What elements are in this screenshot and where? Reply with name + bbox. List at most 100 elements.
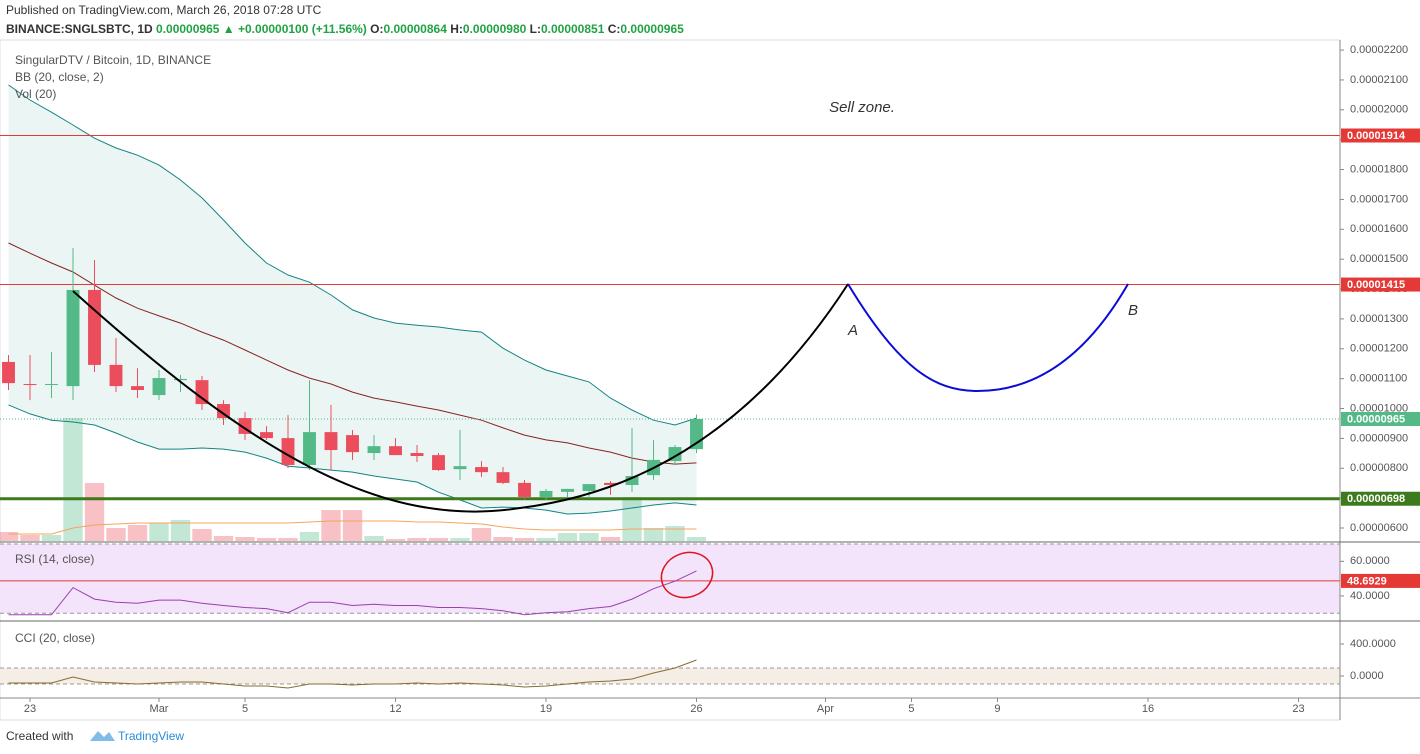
last-price: 0.00000965 xyxy=(156,22,220,36)
volume-ma xyxy=(8,520,697,535)
bb-lower xyxy=(8,404,697,515)
volume-bar xyxy=(256,538,277,541)
volume-bar xyxy=(493,537,513,541)
candle-body xyxy=(303,432,316,465)
volume-bar xyxy=(235,537,255,541)
volume-bar xyxy=(299,532,320,541)
x-tick-label: Mar xyxy=(150,703,169,715)
volume-bar xyxy=(192,529,212,541)
volume-bar xyxy=(321,510,341,541)
volume-bar xyxy=(213,536,234,541)
ohlc-value: 0.00000965 xyxy=(620,22,684,36)
price-tag-box xyxy=(1341,411,1420,426)
y-tick-label: 0.00000600 xyxy=(1350,522,1408,534)
y-tick-label: 0.00000900 xyxy=(1350,432,1408,444)
candle-body xyxy=(539,490,553,497)
drawn-ellipse xyxy=(660,551,714,599)
price-tag: 0.00000965 xyxy=(1347,413,1405,425)
y-tick-label: 0.00002000 xyxy=(1350,104,1408,116)
indicator-line xyxy=(8,570,697,616)
volume-bar xyxy=(450,538,470,541)
candle-body xyxy=(582,484,596,491)
x-tick-label: 23 xyxy=(1292,703,1304,715)
drawn-curve xyxy=(72,283,849,513)
volume-bar xyxy=(127,525,148,541)
price-tag-box xyxy=(1341,128,1420,143)
level-tag: 48.6929 xyxy=(1347,575,1387,587)
change: +0.00000100 (+11.56%) xyxy=(238,22,367,36)
price-tag-box xyxy=(1341,491,1420,506)
price-tag: 0.00000698 xyxy=(1347,493,1405,505)
volume-bar xyxy=(364,536,384,541)
annotation: A xyxy=(847,322,858,339)
price-tag: 0.00001914 xyxy=(1347,130,1406,142)
bb-fill xyxy=(8,85,697,514)
price-tag-box xyxy=(1341,277,1420,292)
y-tick-label: 0.00000800 xyxy=(1350,462,1408,474)
y-tick-label: 400.0000 xyxy=(1350,638,1396,650)
y-tick-label: 0.00001000 xyxy=(1350,402,1408,414)
level-tag-box xyxy=(1341,573,1420,588)
candle-body xyxy=(625,476,639,485)
direction: ▲ xyxy=(223,22,235,36)
ohlc-value: 0.00000851 xyxy=(541,22,605,36)
volume-bar xyxy=(622,497,642,541)
candle-body xyxy=(23,384,37,386)
ohlc-label: L: xyxy=(530,22,541,36)
x-tick-label: 12 xyxy=(389,703,401,715)
volume-bar xyxy=(428,538,449,541)
volume-bar xyxy=(63,418,83,541)
ohlc-value: 0.00000864 xyxy=(383,22,447,36)
volume-bar xyxy=(514,538,535,541)
y-tick-label: 40.0000 xyxy=(1350,590,1390,602)
brand-name[interactable]: TradingView xyxy=(118,729,184,743)
y-tick-label: 0.00002200 xyxy=(1350,44,1408,56)
candle-body xyxy=(66,289,80,387)
y-tick-label: 60.0000 xyxy=(1350,555,1390,567)
candle-body xyxy=(346,435,359,453)
volume-bar xyxy=(536,538,556,541)
volume-bar xyxy=(41,535,62,541)
volume-bar xyxy=(170,520,191,541)
y-tick-label: 0.00001500 xyxy=(1350,253,1408,265)
y-tick-label: 0.00001800 xyxy=(1350,163,1408,175)
x-tick-label: 23 xyxy=(24,703,36,715)
candle-body xyxy=(475,467,488,473)
x-tick-label: 19 xyxy=(540,703,552,715)
candle-body xyxy=(518,482,531,497)
footer-text: Created with xyxy=(6,729,73,743)
candle-body xyxy=(281,438,295,465)
published-note: Published on TradingView.com, March 26, … xyxy=(6,3,322,17)
candle-body xyxy=(260,432,273,439)
volume-bar xyxy=(385,539,406,541)
indicator-legend: CCI (20, close) xyxy=(15,631,95,645)
y-tick-label: 0.00002100 xyxy=(1350,74,1408,86)
volume-bar xyxy=(665,526,685,541)
y-tick-label: 0.0000 xyxy=(1350,670,1384,682)
band-fill xyxy=(0,544,1340,614)
candle-body xyxy=(324,432,338,451)
x-tick-label: 5 xyxy=(242,703,248,715)
volume-bar xyxy=(579,533,599,541)
bb-basis xyxy=(8,242,697,465)
y-tick-label: 0.00001300 xyxy=(1350,313,1408,325)
y-tick-label: 0.00001600 xyxy=(1350,223,1408,235)
volume-bar xyxy=(643,528,664,541)
candle-body xyxy=(410,453,424,457)
symbol: BINANCE:SNGLSBTC, 1D xyxy=(6,22,153,36)
annotation: B xyxy=(1128,302,1138,319)
volume-bar xyxy=(407,538,427,541)
candle-body xyxy=(2,361,15,384)
candle-body xyxy=(131,386,144,391)
indicator-legend: BB (20, close, 2) xyxy=(15,70,104,84)
indicator-legend: Vol (20) xyxy=(15,87,56,101)
candle-body xyxy=(152,378,166,396)
candle-body xyxy=(367,446,381,454)
x-tick-label: 5 xyxy=(908,703,914,715)
ohlc-label: H: xyxy=(450,22,463,36)
volume-bar xyxy=(20,535,40,541)
candle-body xyxy=(453,466,467,470)
symbol-line: BINANCE:SNGLSBTC, 1D 0.00000965 ▲ +0.000… xyxy=(6,22,684,36)
candle-body xyxy=(174,378,187,381)
